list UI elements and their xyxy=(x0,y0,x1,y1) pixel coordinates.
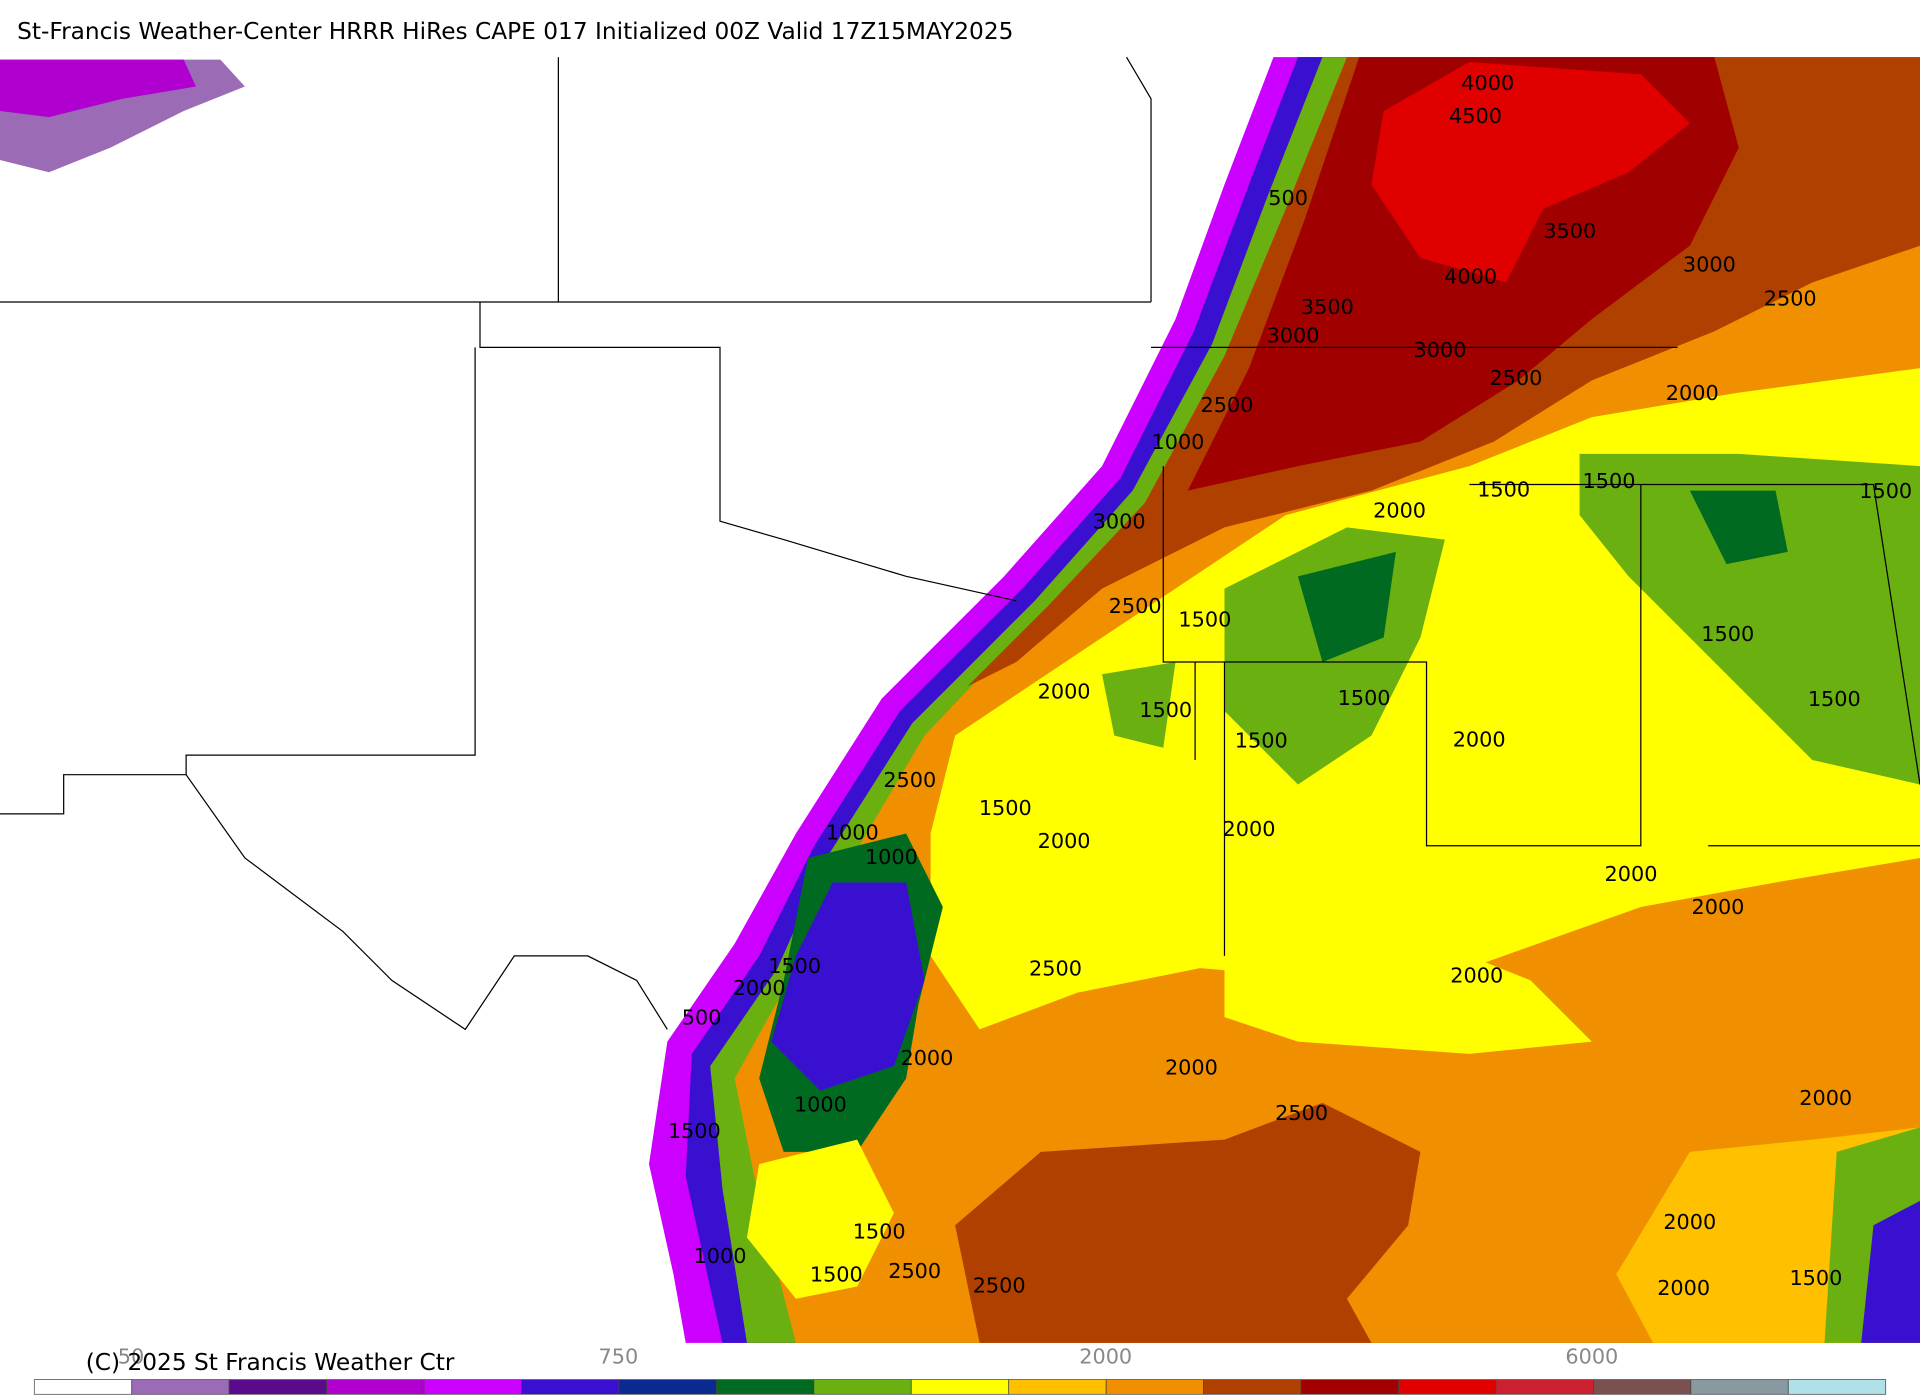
contour-label: 1500 xyxy=(1477,478,1530,502)
contour-label: 1000 xyxy=(794,1092,847,1116)
colorbar-swatch xyxy=(521,1379,620,1395)
contour-label: 2000 xyxy=(1691,895,1744,919)
contour-label: 1000 xyxy=(1151,430,1204,454)
contour-label: 1500 xyxy=(1859,479,1912,503)
contour-label: 4000 xyxy=(1444,265,1497,289)
contour-label: 2500 xyxy=(1489,366,1542,390)
colorbar-swatch xyxy=(813,1379,912,1395)
contour-label: 2500 xyxy=(1109,594,1162,618)
contour-label: 2500 xyxy=(888,1259,941,1283)
colorbar-swatch xyxy=(910,1379,1010,1395)
contour-label: 2000 xyxy=(1223,817,1276,841)
contour-label: 2000 xyxy=(1373,498,1426,522)
contour-label: 2000 xyxy=(1165,1056,1218,1080)
contour-label: 1500 xyxy=(1789,1266,1842,1290)
cape-fields xyxy=(0,57,1920,1343)
colorbar-swatch xyxy=(1787,1379,1887,1395)
contour-label: 2500 xyxy=(973,1274,1026,1298)
contour-label: 1500 xyxy=(810,1263,863,1287)
title: St-Francis Weather-Center HRRR HiRes CAP… xyxy=(17,18,1013,45)
colorbar-swatch xyxy=(1300,1379,1399,1395)
colorbar-swatch xyxy=(131,1379,230,1395)
contour-label: 2000 xyxy=(900,1046,953,1070)
contour-label: 2000 xyxy=(733,976,786,1000)
contour-label: 1000 xyxy=(694,1244,747,1268)
contour-label: 1500 xyxy=(1235,729,1288,753)
colorbar-swatch xyxy=(1105,1379,1204,1395)
colorbar-swatch xyxy=(1690,1379,1789,1395)
contour-label: 2500 xyxy=(1029,956,1082,980)
contour-label: 1500 xyxy=(1178,607,1231,631)
contour-label: 3000 xyxy=(1267,323,1320,347)
contour-label: 1500 xyxy=(768,954,821,978)
contour-label: 1500 xyxy=(853,1220,906,1244)
contour-label: 2500 xyxy=(883,768,936,792)
colorbar-label: 2000 xyxy=(1079,1345,1132,1369)
colorbar-swatch xyxy=(1203,1379,1302,1395)
contour-label: 2000 xyxy=(1038,680,1091,704)
colorbar-swatch xyxy=(618,1379,717,1395)
contour-labels: 4000 4500 500 3500 3000 4000 3500 2500 3000 3000 2… xyxy=(668,71,1912,1300)
colorbar-swatch xyxy=(423,1379,522,1395)
contour-label: 4000 xyxy=(1461,71,1514,95)
contour-label: 3000 xyxy=(1093,509,1146,533)
colorbar-swatch xyxy=(716,1379,815,1395)
contour-label: 3000 xyxy=(1683,252,1736,276)
contour-label: 2000 xyxy=(1450,964,1503,988)
colorbar-swatch xyxy=(1495,1379,1594,1395)
contour-label: 1500 xyxy=(668,1119,721,1143)
contour-label: 1500 xyxy=(1139,698,1192,722)
contour-label: 3500 xyxy=(1543,219,1596,243)
colorbar-swatch xyxy=(1398,1379,1497,1395)
colorbar xyxy=(33,1379,1887,1395)
contour-label: 2500 xyxy=(1275,1101,1328,1125)
contour-label: 1500 xyxy=(979,796,1032,820)
copyright: (C) 2025 St Francis Weather Ctr xyxy=(86,1349,455,1376)
contour-label: 2000 xyxy=(1666,381,1719,405)
contour-label: 2500 xyxy=(1200,393,1253,417)
contour-label: 2000 xyxy=(1663,1210,1716,1234)
contour-label: 1500 xyxy=(1701,622,1754,646)
colorbar-swatch xyxy=(228,1379,327,1395)
contour-label: 1000 xyxy=(865,845,918,869)
colorbar-label: 50 xyxy=(118,1345,144,1369)
contour-label: 4500 xyxy=(1449,104,1502,128)
colorbar-swatch xyxy=(326,1379,425,1395)
contour-label: 2000 xyxy=(1038,829,1091,853)
colorbar-label: 6000 xyxy=(1565,1345,1618,1369)
colorbar-swatch xyxy=(1008,1379,1107,1395)
contour-label: 1000 xyxy=(826,820,879,844)
contour-label: 3000 xyxy=(1414,338,1467,362)
contour-label: 500 xyxy=(682,1005,722,1029)
contour-label: 2000 xyxy=(1453,727,1506,751)
contour-label: 500 xyxy=(1268,186,1308,210)
state-borders xyxy=(0,56,1920,1031)
contour-label: 1500 xyxy=(1583,469,1636,493)
contour-label: 1500 xyxy=(1338,686,1391,710)
contour-label: 2500 xyxy=(1764,287,1817,311)
colorbar-swatch xyxy=(33,1379,133,1395)
colorbar-label: 750 xyxy=(599,1345,639,1369)
contour-label: 3500 xyxy=(1301,295,1354,319)
contour-label: 1500 xyxy=(1808,687,1861,711)
contour-label: 2000 xyxy=(1605,862,1658,886)
contour-label: 2000 xyxy=(1799,1086,1852,1110)
contour-label: 2000 xyxy=(1657,1276,1710,1300)
colorbar-swatch xyxy=(1593,1379,1692,1395)
